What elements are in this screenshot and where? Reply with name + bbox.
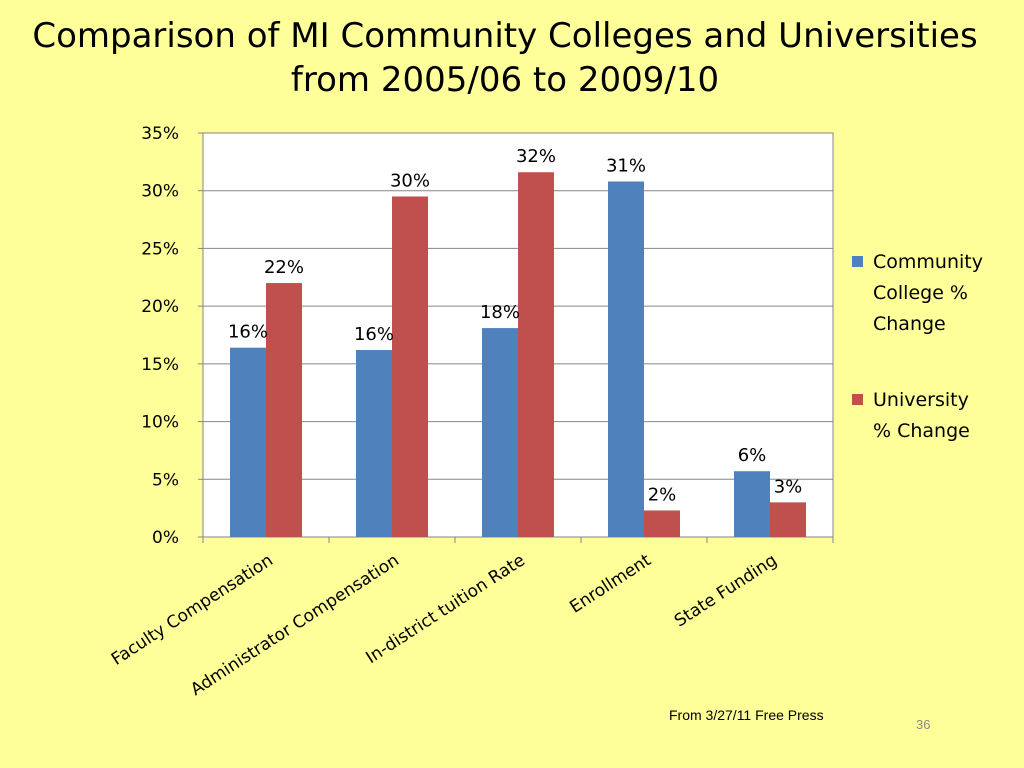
data-label-s2-3: 2% xyxy=(648,484,677,505)
y-tick-label: 5% xyxy=(152,470,179,490)
bar-s1-4 xyxy=(734,471,770,537)
data-label-s1-3: 31% xyxy=(606,155,646,176)
x-tick-label: Enrollment xyxy=(566,550,655,617)
data-label-s1-2: 18% xyxy=(480,302,520,323)
data-label-s2-4: 3% xyxy=(774,476,803,497)
bar-s1-2 xyxy=(482,328,518,537)
data-label-s2-1: 30% xyxy=(390,170,430,191)
y-tick-label: 30% xyxy=(141,182,179,202)
x-tick-label: Administrator Compensation xyxy=(187,550,403,700)
source-note: From 3/27/11 Free Press xyxy=(669,707,824,723)
x-tick-label: State Funding xyxy=(671,550,781,631)
bar-s1-1 xyxy=(356,350,392,537)
data-label-s2-0: 22% xyxy=(264,257,304,278)
bar-s1-3 xyxy=(608,181,644,538)
data-label-s1-4: 6% xyxy=(738,445,767,466)
legend: Community College % Change University% Chan… xyxy=(852,251,983,442)
title-line-2: from 2005/06 to 2009/10 xyxy=(290,60,720,100)
slide-title: Comparison of MI Community Colleges and … xyxy=(0,14,1010,102)
slide-number: 36 xyxy=(916,717,931,732)
y-tick-label: 35% xyxy=(141,124,179,144)
y-axis-tick-labels: 0% 5% 10% 15% 20% 25% 30% 35% xyxy=(141,124,179,548)
legend-swatch-2 xyxy=(852,394,863,405)
bar-s2-3 xyxy=(644,510,680,537)
y-tick-label: 20% xyxy=(141,297,179,317)
bar-s1-0 xyxy=(230,347,266,537)
data-label-s1-1: 16% xyxy=(354,324,394,345)
legend-label-1: Community College % Change xyxy=(873,251,983,335)
bar-s2-1 xyxy=(392,196,428,537)
data-label-s2-2: 32% xyxy=(516,146,556,167)
y-tick-label: 15% xyxy=(141,355,179,375)
title-line-1: Comparison of MI Community Colleges and … xyxy=(32,16,978,56)
data-labels: 16% 22% 16% 30% 18% 32% 31% 2% 6% 3% xyxy=(228,146,802,505)
legend-swatch-1 xyxy=(852,256,863,267)
legend-label-2: University% Change xyxy=(873,389,970,442)
bars xyxy=(230,172,806,538)
y-tick-label: 25% xyxy=(141,239,179,259)
y-tick-label: 0% xyxy=(152,528,179,548)
y-tick-label: 10% xyxy=(141,413,179,433)
bar-s2-2 xyxy=(518,172,554,537)
bar-s2-4 xyxy=(770,502,806,537)
data-label-s1-0: 16% xyxy=(228,322,268,343)
bar-s2-0 xyxy=(266,283,302,537)
